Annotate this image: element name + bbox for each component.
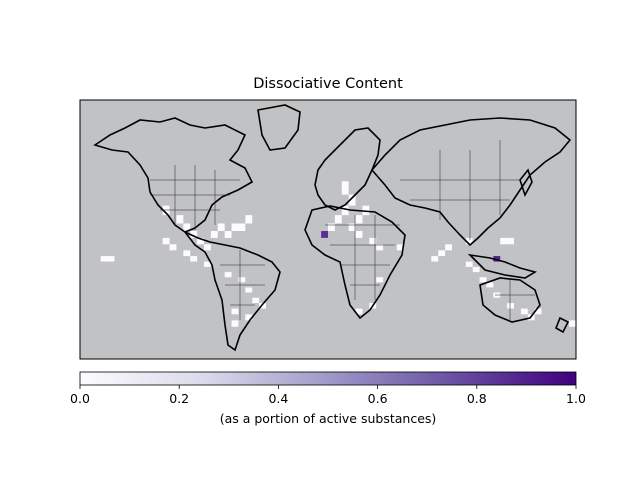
colorbar-ticks [79, 385, 577, 389]
colorbar-tick-label: 0.2 [169, 391, 190, 406]
heatmap-cell [217, 223, 225, 231]
colorbar-label: (as a portion of active substances) [219, 411, 437, 426]
heatmap-cell [355, 308, 363, 315]
heatmap-cell [231, 308, 239, 315]
coastlines [93, 104, 572, 352]
heatmap-cell [341, 181, 349, 195]
heatmap-cell [493, 256, 501, 262]
heatmap-cell [231, 223, 239, 231]
heatmap-cell [396, 244, 404, 251]
heatmap-cell [445, 244, 452, 251]
heatmap-cell [190, 231, 198, 238]
heatmap-cell [334, 215, 342, 224]
heatmap-cell [376, 277, 384, 283]
colorbar-tick-label: 0.8 [466, 391, 487, 406]
heatmap-cell [162, 237, 170, 245]
heatmap-cell [507, 237, 514, 245]
map-frame [79, 99, 577, 360]
heatmap-cell [190, 256, 198, 262]
heatmap-cell [438, 250, 446, 257]
heatmap-cell [534, 308, 542, 315]
heatmap-cell [183, 223, 191, 231]
heatmap-cell [224, 231, 232, 238]
heatmap-cell [431, 256, 439, 262]
heatmap-cell [204, 261, 211, 267]
heatmap-cell [341, 205, 349, 216]
heatmap-cell [231, 320, 239, 327]
heatmap-cell [183, 250, 191, 257]
heatmap-cell [245, 314, 253, 321]
heatmap-cell [245, 287, 253, 293]
heatmap-cell [355, 231, 363, 238]
heatmap-cell [465, 237, 473, 245]
heatmap-cell [197, 237, 204, 245]
heatmap-cell [507, 303, 514, 309]
heatmap-cell [369, 237, 377, 245]
colorbar-tick-label: 0.6 [367, 391, 388, 406]
heatmap-cell [355, 215, 363, 224]
heatmap-cell [252, 297, 260, 304]
heatmap-cell [479, 277, 487, 283]
heatmap-cell [224, 272, 232, 278]
heatmap-cell [348, 223, 356, 231]
heatmap-cell [376, 244, 384, 251]
heatmap-cell [569, 320, 576, 327]
heatmap-cell [238, 277, 246, 283]
country-borders [150, 140, 535, 320]
colorbar-tick-label: 1.0 [566, 391, 586, 406]
heatmap-cell [465, 261, 473, 267]
heatmap-cell [107, 256, 115, 262]
heatmap-cell [259, 303, 266, 309]
heatmap-cell [100, 256, 108, 262]
chart-title: Dissociative Content [253, 76, 403, 92]
heatmap-cell [472, 266, 480, 273]
heatmap-cell [321, 231, 328, 238]
heatmap-cell [210, 231, 218, 238]
heatmap-cell [176, 215, 184, 224]
heatmap-cell [486, 282, 494, 288]
heatmap-cell [348, 194, 356, 206]
heatmap-cell [238, 223, 246, 231]
colorbar-tick-label: 0.0 [70, 391, 90, 406]
heatmap-cell [520, 308, 528, 315]
colorbar-tick-label: 0.4 [268, 391, 289, 406]
heatmap-cell [328, 223, 335, 231]
heatmap-cell [204, 244, 211, 251]
heatmap-cell [500, 237, 508, 245]
heatmap-cell [169, 244, 177, 251]
colorbar [79, 371, 577, 386]
heatmap-cell [245, 215, 253, 224]
heatmap-cell [362, 205, 370, 216]
heatmap-cell [162, 205, 170, 216]
